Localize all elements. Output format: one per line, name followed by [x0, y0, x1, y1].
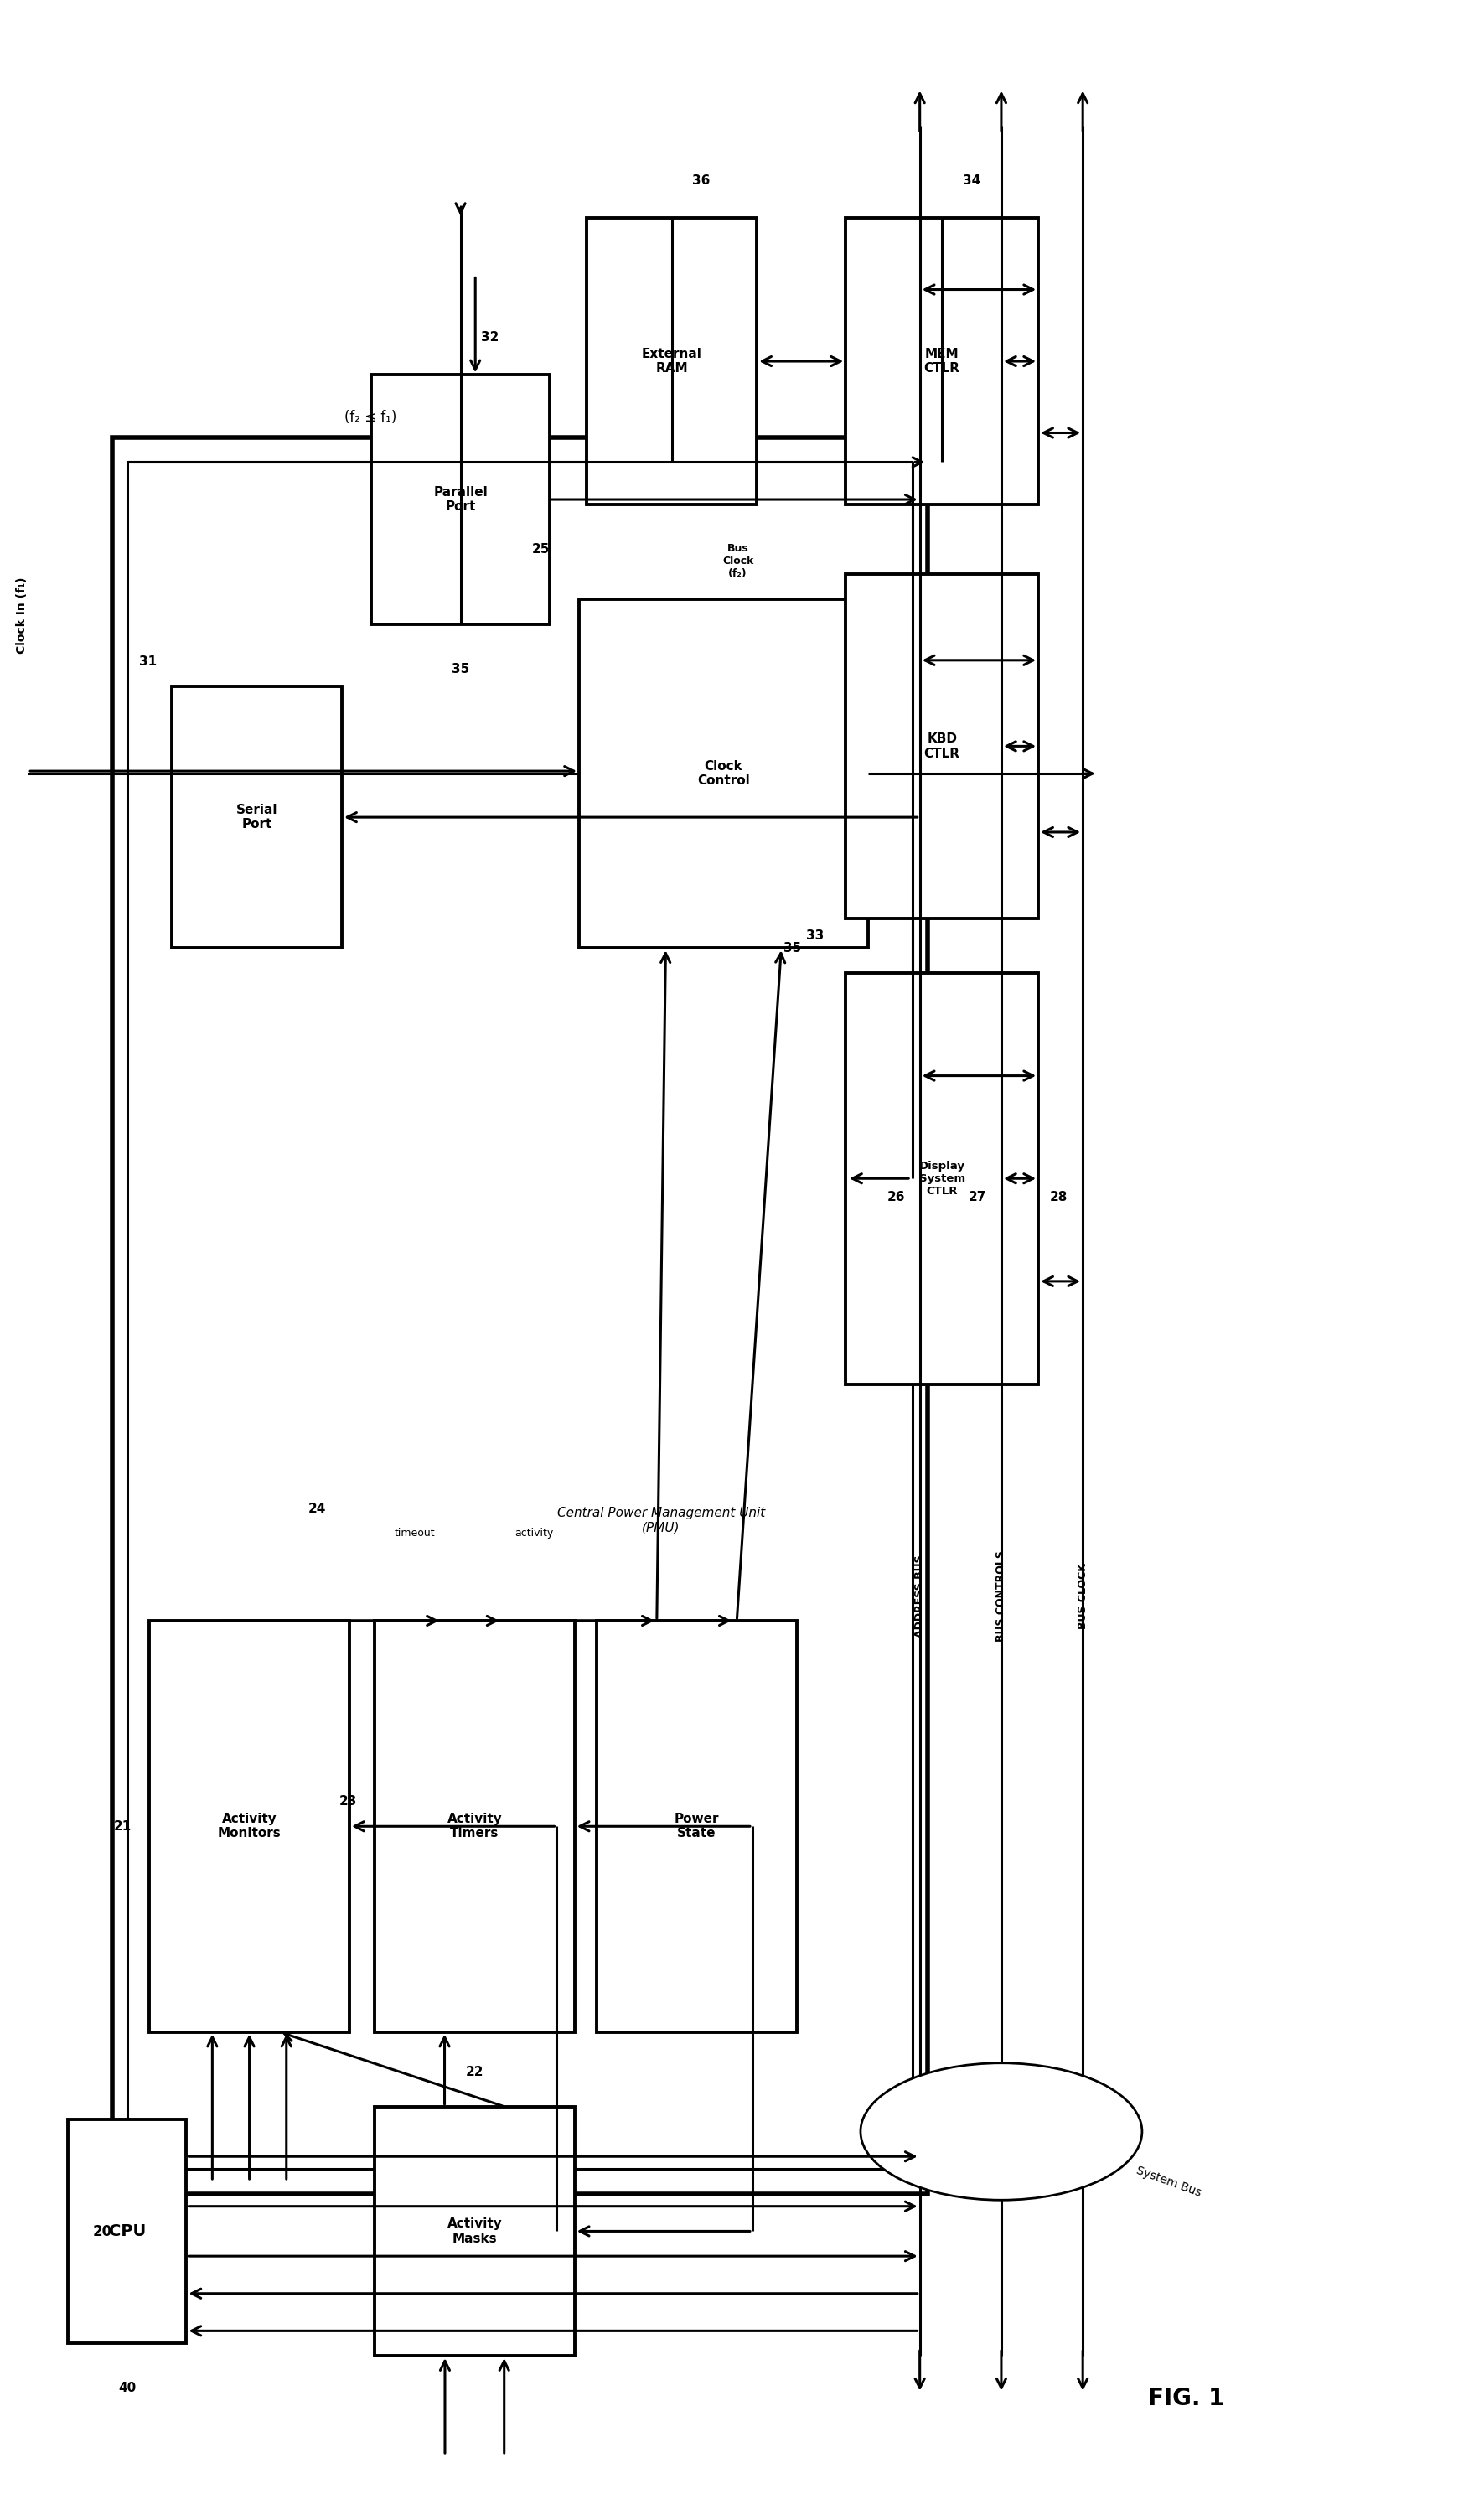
Text: System Bus: System Bus — [1135, 2165, 1204, 2200]
Bar — [579, 599, 868, 948]
Bar — [113, 436, 928, 2195]
Text: Activity
Timers: Activity Timers — [447, 1813, 502, 1841]
Text: Power
State: Power State — [674, 1813, 720, 1841]
Text: Clock
Control: Clock Control — [697, 761, 749, 788]
Bar — [846, 574, 1039, 918]
Text: BUS CONTROLS: BUS CONTROLS — [996, 1551, 1006, 1641]
Text: FIG. 1: FIG. 1 — [1149, 2387, 1224, 2409]
Bar — [371, 374, 549, 624]
Bar — [846, 973, 1039, 1384]
Text: ADDRESS BUS: ADDRESS BUS — [914, 1554, 925, 1636]
Text: Parallel
Port: Parallel Port — [433, 486, 488, 514]
Bar — [68, 2120, 187, 2344]
Text: Serial
Port: Serial Port — [236, 803, 278, 831]
Text: Activity
Masks: Activity Masks — [447, 2217, 502, 2245]
Bar — [846, 217, 1039, 504]
Text: 34: 34 — [963, 175, 981, 187]
Bar — [128, 461, 913, 2170]
Text: 22: 22 — [466, 2065, 484, 2078]
Text: 23: 23 — [338, 1796, 356, 1808]
Text: activity: activity — [515, 1529, 554, 1539]
Text: 40: 40 — [119, 2382, 137, 2394]
Bar — [374, 2107, 574, 2357]
Bar — [586, 217, 757, 504]
Text: 27: 27 — [969, 1190, 987, 1205]
Bar — [172, 686, 341, 948]
Text: External
RAM: External RAM — [641, 347, 702, 374]
Text: 21: 21 — [114, 1821, 132, 1833]
Ellipse shape — [861, 2063, 1143, 2200]
Bar — [597, 1621, 797, 2033]
Text: 35: 35 — [784, 943, 801, 955]
Text: 25: 25 — [531, 544, 549, 556]
Text: CPU: CPU — [108, 2222, 145, 2240]
Text: BUS CLOCK: BUS CLOCK — [1077, 1564, 1088, 1629]
Text: 28: 28 — [1051, 1190, 1068, 1205]
Text: 20: 20 — [93, 2225, 113, 2240]
Text: 24: 24 — [307, 1501, 326, 1514]
Text: 36: 36 — [693, 175, 711, 187]
Text: timeout: timeout — [395, 1529, 435, 1539]
Text: 33: 33 — [806, 930, 824, 943]
Text: Central Power Management Unit
(PMU): Central Power Management Unit (PMU) — [556, 1506, 766, 1534]
Text: Activity
Monitors: Activity Monitors — [218, 1813, 280, 1841]
Text: 32: 32 — [481, 332, 499, 344]
Text: Clock In (f₁): Clock In (f₁) — [16, 576, 28, 653]
Text: KBD
CTLR: KBD CTLR — [925, 733, 960, 761]
Text: 26: 26 — [887, 1190, 905, 1205]
Bar — [374, 1621, 574, 2033]
Text: Bus
Clock
(f₂): Bus Clock (f₂) — [723, 544, 754, 579]
Text: MEM
CTLR: MEM CTLR — [925, 347, 960, 374]
Text: (f₂ ≤ f₁): (f₂ ≤ f₁) — [344, 409, 396, 424]
Text: 31: 31 — [139, 656, 157, 668]
Bar — [150, 1621, 349, 2033]
Text: Display
System
CTLR: Display System CTLR — [919, 1160, 965, 1197]
Text: 35: 35 — [451, 663, 469, 676]
